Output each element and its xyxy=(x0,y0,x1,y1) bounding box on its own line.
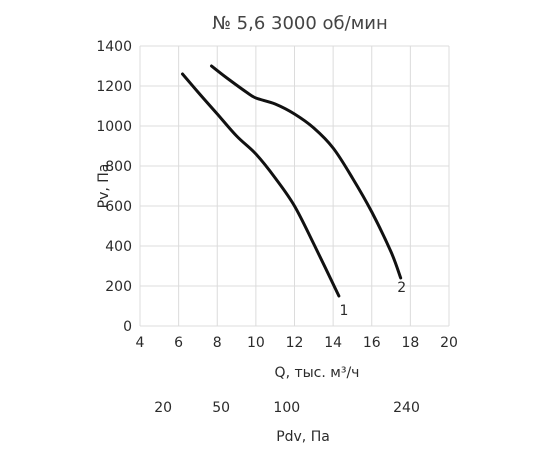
y-tick-label: 1000 xyxy=(96,119,132,135)
pdv-axis-title: Pdv, Па xyxy=(276,429,330,445)
x-tick-label: 6 xyxy=(174,335,183,351)
curve-labels: 12 xyxy=(339,280,406,319)
curve-2 xyxy=(210,64,403,280)
x-tick-label: 18 xyxy=(401,335,419,351)
pdv-tick-label: 240 xyxy=(393,400,420,416)
x-tick-label: 12 xyxy=(286,335,304,351)
pdv-tick-label: 100 xyxy=(273,400,300,416)
y-tick-label: 600 xyxy=(105,199,132,215)
x-tick-label: 10 xyxy=(247,335,265,351)
x-axis-ticks: 4 6 8 10 12 14 16 18 20 xyxy=(136,335,458,351)
curve-1 xyxy=(181,72,341,298)
y-tick-label: 400 xyxy=(105,239,132,255)
y-tick-label: 200 xyxy=(105,279,132,295)
grid xyxy=(139,45,450,327)
x-tick-label: 20 xyxy=(440,335,458,351)
x-tick-label: 4 xyxy=(136,335,145,351)
x-tick-label: 8 xyxy=(213,335,222,351)
curve-label-2: 2 xyxy=(397,280,406,296)
curves xyxy=(181,64,403,298)
y-tick-label: 1200 xyxy=(96,79,132,95)
y-axis-title: Pv, Па xyxy=(96,164,112,209)
curve-label-1: 1 xyxy=(339,303,348,319)
x-tick-label: 16 xyxy=(363,335,381,351)
y-tick-label: 800 xyxy=(105,159,132,175)
pdv-axis-ticks: 20 50 100 240 xyxy=(154,400,420,416)
y-axis-ticks: 0 200 400 600 800 1000 1200 1400 xyxy=(96,39,132,335)
y-tick-label: 0 xyxy=(123,319,132,335)
x-tick-label: 14 xyxy=(324,335,342,351)
x-axis-title: Q, тыс. м³/ч xyxy=(275,365,360,381)
y-tick-label: 1400 xyxy=(96,39,132,55)
pdv-tick-label: 50 xyxy=(212,400,230,416)
chart-title: № 5,6 3000 об/мин xyxy=(212,13,388,34)
pdv-tick-label: 20 xyxy=(154,400,172,416)
